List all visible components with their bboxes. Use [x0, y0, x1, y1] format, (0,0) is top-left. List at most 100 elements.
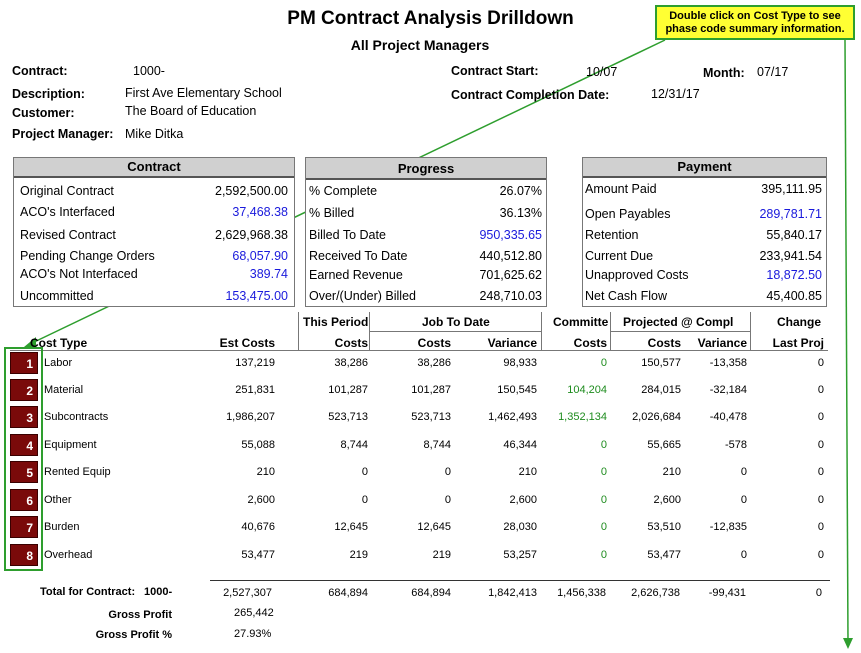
cell-comm: 0	[600, 357, 607, 369]
payment-row: Open Payables 289,781.71	[585, 207, 822, 227]
cell-comm: 0	[600, 549, 607, 561]
cell-proj: 55,665	[647, 439, 681, 451]
completion-label: Contract Completion Date:	[451, 88, 610, 102]
cell-var: 46,344	[503, 439, 537, 451]
progress-row: % Billed 36.13%	[309, 206, 542, 226]
payment-row-label: Amount Paid	[585, 182, 657, 196]
hdr-tp-costs: Costs	[334, 336, 368, 350]
cell-var: 150,545	[497, 384, 537, 396]
cell-est: 251,831	[235, 384, 275, 396]
cell-jtd: 38,286	[417, 357, 451, 369]
progress-row-value: 248,710.03	[479, 289, 542, 303]
contract-row-label: Pending Change Orders	[20, 249, 155, 263]
cell-jtd: 219	[432, 549, 451, 561]
cell-comm: 0	[600, 466, 607, 478]
cell-tp: 0	[361, 466, 368, 478]
total-proj: 2,626,738	[631, 587, 680, 599]
cost-type-button[interactable]: 2	[10, 379, 38, 401]
payment-row-value: 395,111.95	[761, 182, 822, 196]
contract-row-value[interactable]: 37,468.38	[232, 205, 288, 219]
progress-row-value[interactable]: 950,335.65	[479, 228, 542, 242]
contract-panel: Contract Original Contract 2,592,500.00 AC…	[13, 157, 295, 307]
cell-chg: 0	[817, 411, 824, 423]
payment-row-label: Current Due	[585, 249, 654, 263]
payment-row-label: Unapproved Costs	[585, 268, 689, 282]
cost-type-button[interactable]: 7	[10, 516, 38, 538]
description-label: Description:	[12, 87, 85, 101]
cost-type-name[interactable]: Subcontracts	[44, 411, 109, 423]
contract-row-value[interactable]: 389.74	[249, 267, 288, 281]
cost-type-name[interactable]: Equipment	[44, 439, 97, 451]
cost-type-name[interactable]: Material	[44, 384, 84, 396]
cost-type-name[interactable]: Burden	[44, 521, 80, 533]
progress-row-label: % Complete	[309, 184, 378, 198]
cell-proj: 210	[662, 466, 681, 478]
cell-var: 210	[518, 466, 537, 478]
cell-proj: 2,600	[653, 494, 681, 506]
completion-value: 12/31/17	[651, 87, 700, 101]
cell-jtd: 8,744	[423, 439, 451, 451]
cost-type-name[interactable]: Other	[44, 494, 72, 506]
cell-chg: 0	[817, 494, 824, 506]
contract-start-label: Contract Start:	[451, 64, 539, 78]
pm-label: Project Manager:	[12, 127, 114, 141]
payment-panel-title: Payment	[583, 158, 826, 178]
cell-est: 2,600	[247, 494, 275, 506]
cost-type-button[interactable]: 8	[10, 544, 38, 566]
hdr-jtd-costs: Costs	[417, 336, 451, 350]
payment-panel: Payment Amount Paid 395,111.95 Open Payabl…	[582, 157, 827, 307]
hdr-job-to-date: Job To Date	[422, 315, 490, 329]
total-jtd: 684,894	[411, 587, 451, 599]
payment-row-value: 45,400.85	[766, 289, 822, 303]
hdr-committed: Committe	[553, 315, 609, 329]
cost-type-button[interactable]: 6	[10, 489, 38, 511]
cost-type-button[interactable]: 5	[10, 461, 38, 483]
payment-row-label: Retention	[585, 228, 639, 242]
cell-tp: 0	[361, 494, 368, 506]
month-label: Month:	[703, 66, 745, 80]
contract-row: ACO's Not Interfaced 389.74	[20, 267, 288, 287]
progress-row-label: % Billed	[309, 206, 355, 220]
payment-row-value[interactable]: 18,872.50	[766, 268, 822, 282]
description-value: First Ave Elementary School	[125, 86, 282, 100]
contract-start-value: 10/07	[586, 65, 618, 79]
cell-proj: 53,477	[647, 549, 681, 561]
arrow-head-down	[843, 638, 853, 649]
report-title: PM Contract Analysis Drilldown	[287, 8, 574, 29]
cost-type-highlight	[4, 347, 43, 571]
cost-type-name[interactable]: Labor	[44, 357, 73, 369]
cell-var: 53,257	[503, 549, 537, 561]
progress-row: Billed To Date 950,335.65	[309, 228, 542, 248]
cell-est: 40,676	[241, 521, 275, 533]
cell-est: 137,219	[235, 357, 275, 369]
cost-type-name[interactable]: Overhead	[44, 549, 93, 561]
cost-type-button[interactable]: 3	[10, 406, 38, 428]
hdr-proj-variance: Variance	[697, 336, 747, 350]
progress-row: Received To Date 440,512.80	[309, 249, 542, 269]
total-contract: 1000-	[144, 586, 173, 598]
hdr-this-period: This Period	[303, 315, 369, 329]
cell-var: 28,030	[503, 521, 537, 533]
cell-pvar: -12,835	[709, 521, 747, 533]
cost-type-name[interactable]: Rented Equip	[44, 466, 111, 478]
cell-tp: 12,645	[334, 521, 368, 533]
cost-type-button[interactable]: 4	[10, 434, 38, 456]
contract-row: ACO's Interfaced 37,468.38	[20, 205, 288, 225]
total-chg: 0	[815, 587, 822, 599]
hdr-est-costs: Est Costs	[219, 336, 275, 350]
contract-row-value[interactable]: 68,057.90	[232, 249, 288, 263]
contract-row-value: 2,592,500.00	[215, 184, 288, 198]
cell-pvar: -13,358	[709, 357, 747, 369]
cell-pvar: 0	[740, 494, 747, 506]
contract-row-label: ACO's Not Interfaced	[20, 267, 138, 281]
cost-type-button[interactable]: 1	[10, 352, 38, 374]
cell-est: 53,477	[241, 549, 275, 561]
contract-row-value[interactable]: 153,475.00	[225, 289, 288, 303]
payment-row: Retention 55,840.17	[585, 228, 822, 248]
cell-chg: 0	[817, 384, 824, 396]
contract-row-label: Original Contract	[20, 184, 114, 198]
contract-row: Uncommitted 153,475.00	[20, 289, 288, 309]
arrow-head-left	[24, 337, 36, 347]
contract-row: Original Contract 2,592,500.00	[20, 184, 288, 204]
payment-row-value[interactable]: 289,781.71	[759, 207, 822, 221]
